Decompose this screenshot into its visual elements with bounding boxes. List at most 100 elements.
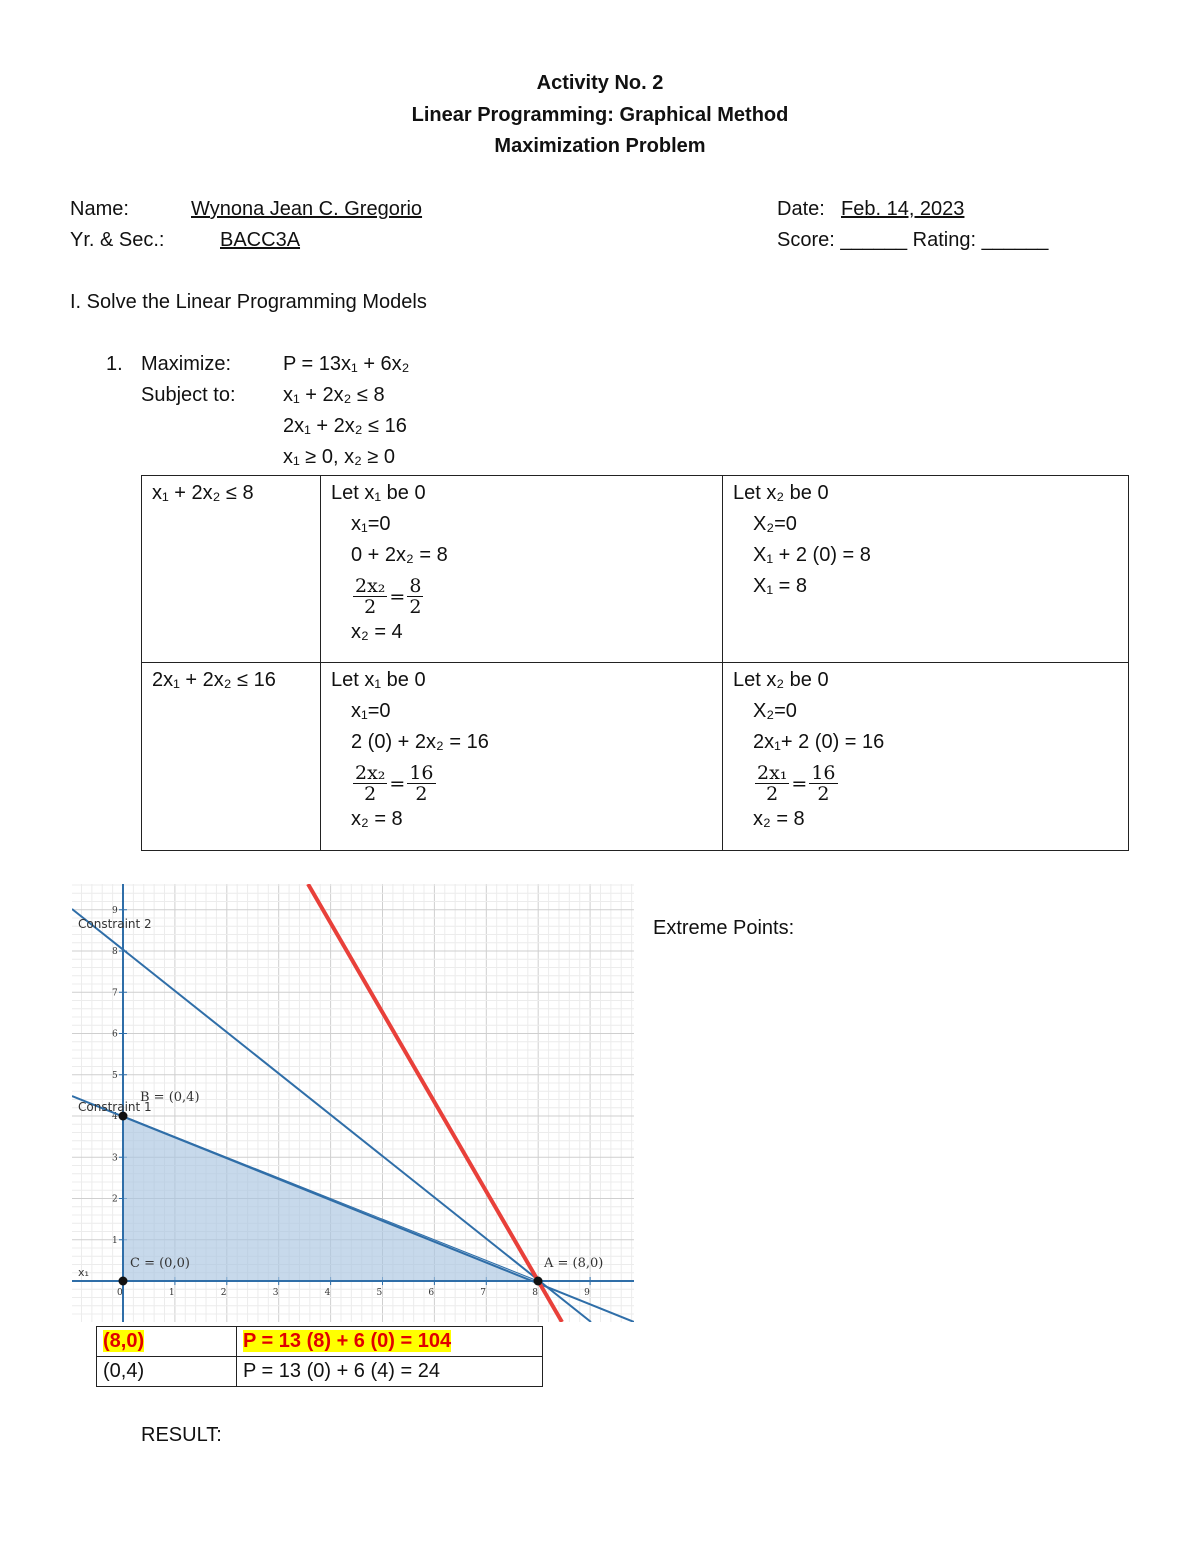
objective: P = 13x₁ + 6x₂ xyxy=(283,353,410,375)
y-tick-label: 5 xyxy=(112,1071,118,1081)
point-label: C = (0,0) xyxy=(130,1256,190,1271)
constraint: x₁ ≥ 0, x₂ ≥ 0 xyxy=(283,446,396,468)
title-line: Activity No. 2 xyxy=(536,72,664,94)
step-line: 2x₁+ 2 (0) = 16 xyxy=(753,731,885,753)
result-label: RESULT: xyxy=(141,1424,222,1446)
profit-cell: P = 13 (0) + 6 (4) = 24 xyxy=(236,1356,543,1387)
x-tick-label: 8 xyxy=(532,1288,538,1298)
denominator: 2 xyxy=(409,596,422,618)
x-tick-label: 2 xyxy=(221,1288,227,1298)
x-tick-label: 0 xyxy=(117,1288,123,1298)
numerator: 2x₂ xyxy=(353,575,388,597)
graph: 0 1 2 3 4 5 6 7 8 9 1 2 3 4 5 6 7 8 9 Constraint 2 Constra… xyxy=(72,884,634,1322)
score-rating: Score: ______ Rating: ______ xyxy=(777,229,1049,251)
result-row: (8,0) P = 13 (8) + 6 (0) = 104 xyxy=(96,1326,543,1357)
denominator: 2 xyxy=(817,783,830,805)
y-tick-label: 2 xyxy=(112,1195,118,1205)
denominator: 2 xyxy=(766,783,779,805)
point-c xyxy=(118,1276,128,1286)
y-tick-label: 1 xyxy=(112,1236,118,1246)
x-tick-label: 3 xyxy=(273,1288,279,1298)
step-line: 2 (0) + 2x₂ = 16 xyxy=(351,731,489,753)
step-line: x₁=0 xyxy=(351,700,391,722)
cell-text: P = 13 (8) + 6 (0) = 104 xyxy=(243,1330,452,1352)
results-table: (8,0) P = 13 (8) + 6 (0) = 104 (0,4) P = 13… xyxy=(96,1326,543,1387)
y-tick-label: 4 xyxy=(112,1112,118,1122)
step-line: X₁ = 8 xyxy=(753,575,808,597)
name-label: Name: xyxy=(70,198,129,220)
step-line: Let x₁ be 0 xyxy=(331,669,426,691)
constraint-2-line xyxy=(72,908,592,1322)
cell-text: (0,4) xyxy=(103,1360,145,1382)
y-tick-label: 7 xyxy=(112,988,118,998)
constraint-cell: 2x₁ + 2x₂ ≤ 16 xyxy=(141,662,321,851)
y-tick-label: 9 xyxy=(112,906,118,916)
instruction: I. Solve the Linear Programming Models xyxy=(70,291,427,313)
maximize-label: Maximize: xyxy=(141,353,232,375)
constraint-cell: x₁ + 2x₂ ≤ 8 xyxy=(141,475,321,663)
step-line: Let x₂ be 0 xyxy=(733,669,829,691)
equals: = xyxy=(791,772,808,795)
x-tick-label: 9 xyxy=(584,1288,590,1298)
step-line: x₂ = 4 xyxy=(351,621,403,643)
numerator: 16 xyxy=(407,762,436,784)
step-line: x₁=0 xyxy=(351,513,391,535)
constraint: x₁ + 2x₂ ≤ 8 xyxy=(283,384,385,406)
fraction-equation: 2x₂ 2 = 16 2 xyxy=(331,763,438,804)
objective-line xyxy=(306,884,564,1322)
fraction-equation: 2x₁ 2 = 16 2 xyxy=(733,763,840,804)
y-tick-label: 6 xyxy=(112,1030,118,1040)
name-value: Wynona Jean C. Gregorio xyxy=(191,198,423,220)
equals: = xyxy=(389,772,406,795)
fraction-equation: 2x₂ 2 = 8 2 xyxy=(331,576,425,617)
step-line: Let x₂ be 0 xyxy=(733,482,829,504)
denominator: 2 xyxy=(415,783,428,805)
date-value: Feb. 14, 2023 xyxy=(841,198,965,220)
step-cell: Let x₁ be 0 x₁=0 2 (0) + 2x₂ = 16 2x₂ 2 = 16 2 x… xyxy=(320,662,723,851)
x-tick-label: 1 xyxy=(169,1288,175,1298)
step-line: x₂ = 8 xyxy=(753,808,805,830)
step-line: x₂ = 8 xyxy=(351,808,403,830)
line-label: Constraint 1 xyxy=(78,1100,152,1114)
step-line: X₁ + 2 (0) = 8 xyxy=(753,544,871,566)
result-row: (0,4) P = 13 (0) + 6 (4) = 24 xyxy=(96,1356,543,1387)
step-line: Let x₁ be 0 xyxy=(331,482,426,504)
step-line: 0 + 2x₂ = 8 xyxy=(351,544,448,566)
fraction: 16 2 xyxy=(809,762,838,805)
fraction: 2x₂ 2 xyxy=(353,762,388,805)
cell-text: P = 13 (0) + 6 (4) = 24 xyxy=(243,1360,440,1382)
x-tick-label: 7 xyxy=(480,1288,486,1298)
fraction: 16 2 xyxy=(407,762,436,805)
item-number: 1. xyxy=(106,353,123,375)
step-cell: Let x₁ be 0 x₁=0 0 + 2x₂ = 8 2x₂ 2 = 8 2 x₂ = 4 xyxy=(320,475,723,663)
numerator: 2x₁ xyxy=(755,762,790,784)
cell-text: (8,0) xyxy=(103,1330,145,1352)
title-line: Linear Programming: Graphical Method xyxy=(411,104,789,126)
constraint: 2x₁ + 2x₂ ≤ 16 xyxy=(283,415,407,437)
extreme-points-label: Extreme Points: xyxy=(653,917,795,939)
point-label: A = (8,0) xyxy=(543,1256,603,1271)
step-cell: Let x₂ be 0 X₂=0 X₁ + 2 (0) = 8 X₁ = 8 xyxy=(722,475,1129,663)
y-tick-label: 8 xyxy=(112,947,118,957)
section-value: BACC3A xyxy=(220,229,301,251)
point-cell: (8,0) xyxy=(96,1326,237,1357)
numerator: 2x₂ xyxy=(353,762,388,784)
equals: = xyxy=(389,585,406,608)
x-tick-label: 4 xyxy=(325,1288,331,1298)
x-tick-label: 6 xyxy=(428,1288,434,1298)
fraction: 2x₁ 2 xyxy=(755,762,790,805)
profit-cell: P = 13 (8) + 6 (0) = 104 xyxy=(236,1326,543,1357)
section-label: Yr. & Sec.: xyxy=(70,229,165,251)
step-line: X₂=0 xyxy=(753,513,797,535)
point-label: B = (0,4) xyxy=(140,1090,200,1105)
step-line: X₂=0 xyxy=(753,700,797,722)
solution-table: x₁ + 2x₂ ≤ 8 Let x₁ be 0 x₁=0 0 + 2x₂ = 8 2x… xyxy=(141,475,1129,851)
numerator: 8 xyxy=(407,575,424,597)
fraction: 2x₂ 2 xyxy=(353,575,388,617)
point-cell: (0,4) xyxy=(96,1356,237,1387)
table-row: 2x₁ + 2x₂ ≤ 16 Let x₁ be 0 x₁=0 2 (0) + 2x₂… xyxy=(141,662,1129,851)
date-label: Date: xyxy=(777,198,825,220)
denominator: 2 xyxy=(364,783,377,805)
numerator: 16 xyxy=(809,762,838,784)
